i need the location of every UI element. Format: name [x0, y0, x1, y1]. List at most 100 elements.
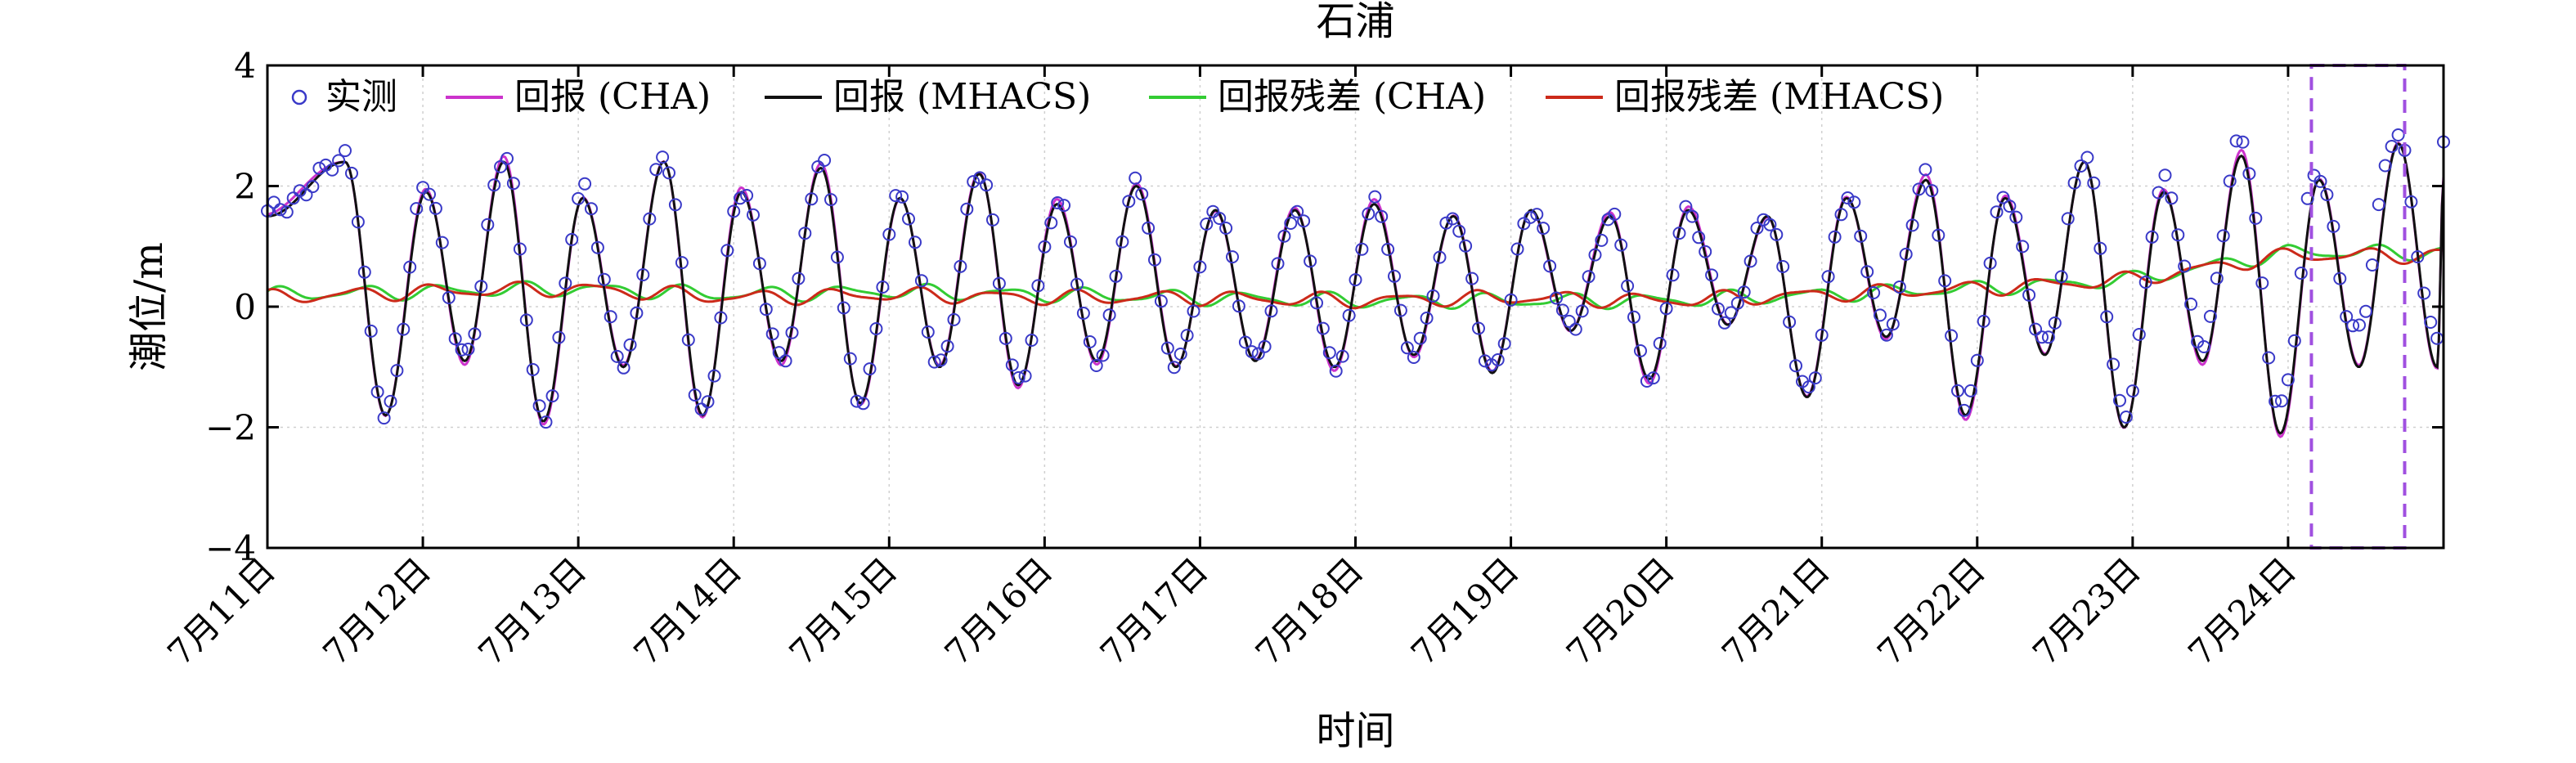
observed-point: [980, 178, 994, 192]
observed-point: [1905, 218, 1919, 232]
observed-point: [2287, 334, 2301, 348]
observed-point: [1530, 208, 1544, 222]
observed-point: [590, 240, 604, 254]
observed-point: [805, 192, 819, 206]
observed-point: [539, 415, 553, 429]
observed-point: [765, 327, 779, 341]
observed-point: [1076, 307, 1090, 320]
observed-point: [1899, 247, 1913, 261]
observed-point: [1005, 358, 1019, 372]
observed-point: [1393, 303, 1407, 317]
observed-point: [532, 399, 546, 413]
observed-point: [1413, 331, 1427, 345]
observed-point: [1115, 235, 1129, 249]
observed-point: [1038, 240, 1052, 254]
observed-point: [1018, 369, 1032, 383]
observed-point: [1180, 329, 1194, 343]
observed-point: [1362, 207, 1376, 221]
observed-point: [552, 330, 566, 344]
observed-point: [1407, 351, 1420, 364]
observed-point: [1096, 348, 1110, 362]
observed-point: [2275, 394, 2288, 408]
observed-point: [668, 198, 682, 212]
observed-point: [1595, 233, 1609, 247]
observed-point: [2080, 150, 2094, 164]
observed-point: [487, 178, 501, 192]
series-residual-mhacs: [267, 247, 2444, 310]
legend: 实测 回报 (CHA) 回报 (MHACS) 回报残差 (CHA) 回报残差 (MHAC…: [291, 76, 1944, 118]
x-tick-label: 7月15日: [782, 550, 905, 673]
observed-point: [2171, 228, 2185, 242]
observed-point: [785, 325, 799, 339]
y-tick-label: 0: [234, 287, 256, 327]
observed-point: [1867, 286, 1881, 299]
x-tick-label: 7月24日: [2180, 550, 2304, 673]
observed-point: [1582, 270, 1595, 284]
observed-point: [2094, 241, 2107, 255]
observed-point: [1310, 296, 1323, 310]
observed-point: [1375, 209, 1389, 223]
observed-point: [2249, 211, 2263, 225]
observed-point: [448, 332, 462, 346]
observed-point: [442, 291, 456, 304]
observed-point: [2255, 276, 2269, 290]
observed-point: [2417, 286, 2431, 300]
observed-point: [636, 268, 650, 281]
observed-point: [1912, 182, 1926, 196]
observed-point: [752, 257, 766, 271]
observed-point: [2100, 310, 2114, 324]
observed-point: [435, 236, 449, 249]
observed-point: [2022, 288, 2036, 302]
observed-point: [1841, 191, 1855, 204]
observed-point: [280, 205, 294, 219]
observed-point: [856, 397, 870, 411]
legend-label: 回报 (CHA): [514, 76, 711, 118]
observed-point: [1174, 348, 1187, 361]
observed-point: [947, 312, 961, 326]
observed-point: [2223, 174, 2237, 188]
observed-point: [1951, 384, 1964, 397]
observed-point: [384, 394, 397, 408]
observed-point: [1142, 221, 1156, 235]
legend-label: 实测: [325, 76, 397, 118]
observed-point: [1685, 209, 1699, 223]
observed-point: [1206, 204, 1220, 218]
observed-point: [1342, 308, 1356, 322]
observed-point: [1420, 312, 1434, 325]
observed-point: [675, 256, 689, 270]
observed-point: [1543, 259, 1557, 273]
observed-point: [843, 352, 857, 366]
observed-point: [1977, 314, 1990, 328]
observed-point: [2262, 351, 2276, 365]
x-tick-label: 7月20日: [1559, 550, 1682, 673]
observed-point: [1504, 293, 1518, 307]
observed-point: [1109, 269, 1123, 283]
y-tick-label: −2: [205, 408, 256, 448]
observed-point: [1770, 227, 1784, 241]
observed-point: [992, 276, 1006, 290]
observed-point: [397, 322, 411, 336]
observed-point: [1627, 310, 1640, 324]
observed-point: [2353, 318, 2366, 332]
observed-point: [889, 189, 903, 203]
observed-point: [2145, 230, 2159, 244]
observed-point: [2178, 259, 2192, 273]
observed-point: [1012, 370, 1025, 384]
observed-point: [2346, 319, 2360, 333]
observed-point: [1465, 272, 1479, 285]
observed-point: [1304, 254, 1317, 268]
x-tick-label: 7月17日: [1093, 550, 1216, 673]
observed-point: [578, 177, 592, 191]
y-axis-label: 潮位/m: [126, 242, 172, 371]
observed-point: [1238, 335, 1252, 349]
observed-point: [597, 272, 611, 286]
observed-point: [2236, 135, 2250, 149]
legend-label: 回报残差 (MHACS): [1614, 76, 1944, 118]
x-tick-label: 7月21日: [1714, 550, 1838, 673]
observed-point: [364, 324, 378, 338]
observed-point: [2113, 393, 2126, 407]
observed-point: [2385, 140, 2399, 153]
observed-point: [1355, 242, 1369, 256]
x-tick-label: 7月22日: [1869, 550, 1993, 673]
observed-point: [1705, 268, 1719, 282]
